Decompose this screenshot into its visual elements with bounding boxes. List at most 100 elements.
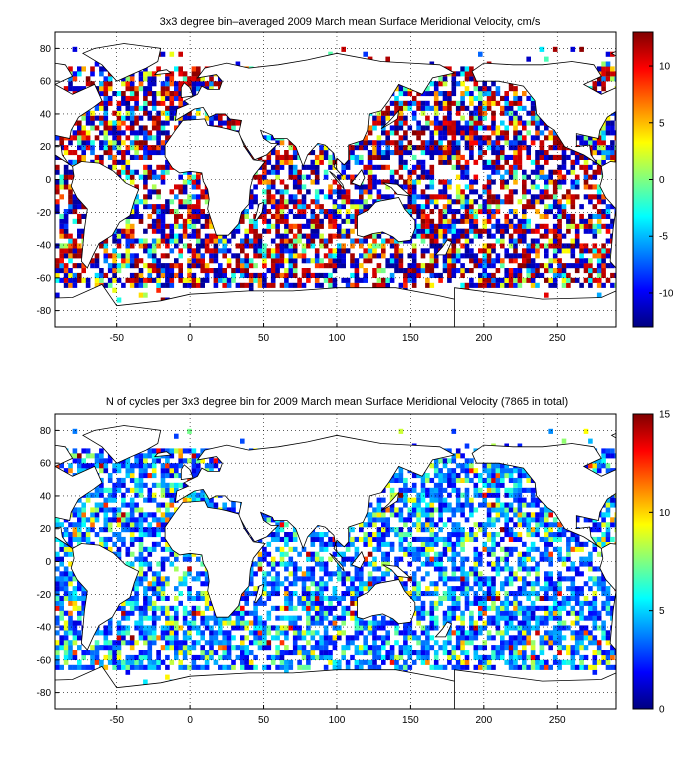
data-bin <box>218 630 223 636</box>
data-bin <box>495 150 501 156</box>
data-bin <box>574 179 580 185</box>
data-bin <box>59 194 64 200</box>
data-bin <box>394 664 399 670</box>
data-bin <box>77 615 82 621</box>
data-bin <box>332 223 338 229</box>
data-bin <box>438 213 443 219</box>
data-bin <box>297 238 302 244</box>
data-bin <box>129 664 135 670</box>
data-bin <box>151 150 157 156</box>
data-bin <box>319 233 324 239</box>
data-bin <box>337 174 342 180</box>
data-bin <box>257 625 263 631</box>
data-bin <box>420 228 426 234</box>
data-bin <box>574 645 580 651</box>
data-bin <box>473 650 479 656</box>
data-bin <box>526 263 531 269</box>
data-bin <box>508 615 514 621</box>
data-bin <box>363 140 368 146</box>
data-bin <box>213 620 219 626</box>
data-bin <box>455 218 461 224</box>
data-bin <box>213 659 219 665</box>
data-bin <box>77 228 82 234</box>
data-bin <box>403 664 408 670</box>
data-bin <box>323 272 329 278</box>
data-bin <box>196 179 201 185</box>
data-bin <box>473 189 479 195</box>
data-bin <box>552 130 558 136</box>
data-bin <box>143 194 148 200</box>
data-bin <box>187 243 192 249</box>
data-bin <box>156 120 161 126</box>
data-bin <box>513 238 518 244</box>
data-bin <box>292 238 298 244</box>
data-bin <box>438 179 443 185</box>
data-bin <box>116 654 122 660</box>
data-bin <box>187 620 192 626</box>
data-bin <box>55 659 60 665</box>
data-bin <box>196 209 201 215</box>
data-bin <box>174 233 179 239</box>
data-bin <box>306 610 311 616</box>
data-bin <box>275 199 280 205</box>
data-bin <box>464 654 470 660</box>
data-bin <box>517 233 523 239</box>
data-bin <box>552 248 558 254</box>
data-bin <box>526 150 531 156</box>
data-bin <box>588 640 593 646</box>
data-bin <box>552 140 558 146</box>
data-bin <box>99 100 104 106</box>
data-bin <box>63 179 69 185</box>
data-bin <box>59 233 64 239</box>
data-bin <box>491 258 496 264</box>
data-bin <box>332 199 338 205</box>
data-bin <box>394 268 399 274</box>
data-bin <box>433 228 439 234</box>
data-bin <box>416 145 421 151</box>
data-bin <box>297 615 302 621</box>
data-bin <box>583 645 589 651</box>
data-bin <box>495 282 501 288</box>
data-bin <box>438 130 443 136</box>
data-bin <box>566 199 571 205</box>
data-bin <box>85 110 91 116</box>
data-bin <box>81 268 86 274</box>
data-bin <box>262 209 267 215</box>
data-bin <box>447 66 452 72</box>
data-bin <box>425 213 430 219</box>
data-bin <box>385 654 390 660</box>
data-bin <box>561 659 567 665</box>
data-bin <box>513 243 518 249</box>
data-bin <box>517 218 523 224</box>
data-bin <box>151 125 157 131</box>
data-bin <box>464 135 470 141</box>
data-bin <box>460 625 465 631</box>
data-bin <box>486 164 492 170</box>
data-bin <box>332 253 338 259</box>
data-bin <box>332 179 338 185</box>
data-bin <box>601 263 606 269</box>
data-bin <box>473 228 479 234</box>
data-bin <box>530 645 536 651</box>
data-bin <box>257 248 263 254</box>
data-bin <box>248 664 254 670</box>
data-bin <box>134 115 139 121</box>
data-bin <box>610 66 615 72</box>
data-bin <box>288 140 294 146</box>
data-bin <box>328 159 333 165</box>
data-bin <box>314 164 320 170</box>
data-bin <box>596 140 602 146</box>
data-bin <box>244 233 249 239</box>
data-bin <box>323 209 329 215</box>
data-bin <box>561 233 567 239</box>
data-bin <box>579 204 584 210</box>
data-bin <box>385 630 390 636</box>
data-bin <box>464 659 470 665</box>
data-bin <box>222 120 227 126</box>
data-bin <box>482 135 487 141</box>
data-bin <box>451 248 457 254</box>
data-bin <box>160 120 166 126</box>
data-bin <box>292 650 298 656</box>
data-bin <box>442 610 448 616</box>
data-bin <box>314 640 320 646</box>
